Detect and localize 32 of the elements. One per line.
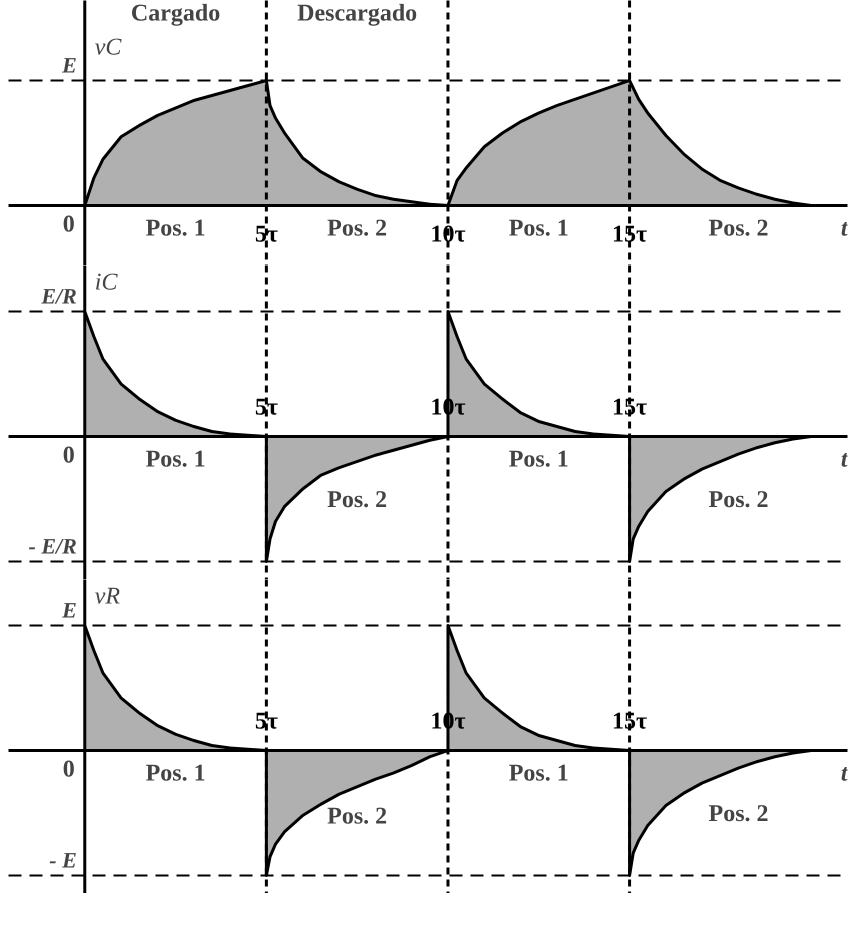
ref-line-label: 0 bbox=[62, 212, 75, 238]
ref-line-label: E/R bbox=[40, 284, 77, 308]
annotation: Pos. 2 bbox=[708, 487, 769, 514]
y-axis-title: vR bbox=[94, 584, 120, 610]
ref-line-label: - E bbox=[49, 848, 77, 872]
x-tick-label: 5τ bbox=[254, 222, 278, 248]
text: Pos. 1 bbox=[146, 216, 206, 242]
x-tick-label: 15τ bbox=[612, 394, 648, 420]
ref-line-label: E bbox=[61, 598, 77, 622]
text: Cargado bbox=[130, 0, 220, 26]
ref-line-label: 0 bbox=[62, 442, 75, 468]
annotation: Pos. 1 bbox=[508, 446, 569, 472]
x-tick-label: 15τ bbox=[612, 708, 648, 734]
y-axis-title: vC bbox=[94, 34, 122, 60]
x-tick-label: 5τ bbox=[254, 394, 278, 420]
x-tick-label: 10τ bbox=[430, 222, 466, 248]
x-tick-label: 5τ bbox=[254, 708, 278, 734]
ref-line-label: 0 bbox=[62, 756, 75, 782]
annotation: Pos. 2 bbox=[327, 803, 388, 830]
text: Pos. 2 bbox=[708, 216, 769, 242]
x-tick-label: 15τ bbox=[612, 222, 648, 248]
text: Pos. 2 bbox=[327, 216, 388, 242]
annotation: Pos. 1 bbox=[146, 760, 206, 786]
ref-line-label: - E/R bbox=[28, 534, 77, 558]
annotation: Pos. 1 bbox=[508, 760, 569, 786]
text: Descargado bbox=[297, 0, 418, 26]
annotation: Pos. 2 bbox=[327, 487, 388, 514]
y-axis-title: iC bbox=[94, 270, 118, 296]
annotation: Pos. 1 bbox=[146, 446, 206, 472]
annotation: Pos. 2 bbox=[708, 801, 769, 828]
text: Pos. 1 bbox=[508, 216, 569, 242]
ref-line-label: E bbox=[61, 52, 77, 78]
